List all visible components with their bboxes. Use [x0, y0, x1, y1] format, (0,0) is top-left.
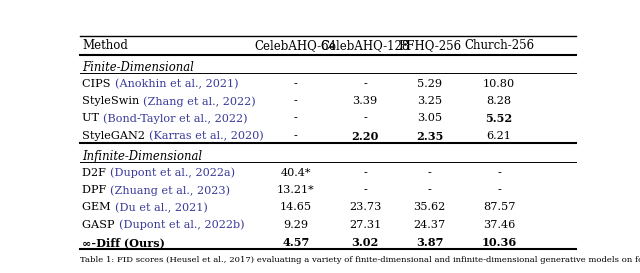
Text: StyleSwin: StyleSwin [83, 96, 143, 106]
Text: Finite-Dimensional: Finite-Dimensional [83, 61, 195, 74]
Text: CelebAHQ-128: CelebAHQ-128 [321, 39, 410, 52]
Text: 3.87: 3.87 [416, 237, 444, 248]
Text: D2F: D2F [83, 168, 110, 178]
Text: -: - [364, 185, 367, 195]
Text: 2.20: 2.20 [351, 131, 379, 142]
Text: (Dupont et al., 2022a): (Dupont et al., 2022a) [110, 168, 235, 179]
Text: (Zhuang et al., 2023): (Zhuang et al., 2023) [110, 185, 230, 196]
Text: 37.46: 37.46 [483, 220, 515, 230]
Text: 24.37: 24.37 [413, 220, 446, 230]
Text: GASP: GASP [83, 220, 118, 230]
Text: 8.28: 8.28 [486, 96, 512, 106]
Text: -: - [497, 185, 501, 195]
Text: 4.57: 4.57 [282, 237, 309, 248]
Text: -: - [294, 96, 298, 106]
Text: 3.05: 3.05 [417, 114, 442, 123]
Text: 10.80: 10.80 [483, 79, 515, 89]
Text: -: - [497, 168, 501, 178]
Text: -: - [428, 168, 431, 178]
Text: FFHQ-256: FFHQ-256 [398, 39, 461, 52]
Text: 5.29: 5.29 [417, 79, 442, 89]
Text: (Du et al., 2021): (Du et al., 2021) [115, 202, 207, 213]
Text: -: - [294, 131, 298, 141]
Text: CIPS: CIPS [83, 79, 115, 89]
Text: 27.31: 27.31 [349, 220, 381, 230]
Text: Infinite-Dimensional: Infinite-Dimensional [83, 150, 203, 163]
Text: -: - [364, 79, 367, 89]
Text: UT: UT [83, 114, 103, 123]
Text: 2.35: 2.35 [416, 131, 444, 142]
Text: 6.21: 6.21 [486, 131, 511, 141]
Text: (Anokhin et al., 2021): (Anokhin et al., 2021) [115, 79, 238, 89]
Text: 35.62: 35.62 [413, 202, 446, 212]
Text: 5.52: 5.52 [486, 114, 513, 124]
Text: 13.21*: 13.21* [277, 185, 315, 195]
Text: -: - [428, 185, 431, 195]
Text: -: - [364, 114, 367, 123]
Text: 3.39: 3.39 [353, 96, 378, 106]
Text: Method: Method [83, 39, 129, 52]
Text: (Zhang et al., 2022): (Zhang et al., 2022) [143, 96, 256, 107]
Text: DPF: DPF [83, 185, 110, 195]
Text: CelebAHQ-64: CelebAHQ-64 [255, 39, 337, 52]
Text: 40.4*: 40.4* [280, 168, 311, 178]
Text: Table 1: FID scores (Heusel et al., 2017) evaluating a variety of finite-dimensi: Table 1: FID scores (Heusel et al., 2017… [80, 256, 640, 264]
Text: 14.65: 14.65 [280, 202, 312, 212]
Text: (Dupont et al., 2022b): (Dupont et al., 2022b) [118, 220, 244, 230]
Text: 23.73: 23.73 [349, 202, 381, 212]
Text: Church-256: Church-256 [464, 39, 534, 52]
Text: (Karras et al., 2020): (Karras et al., 2020) [149, 131, 264, 141]
Text: 9.29: 9.29 [283, 220, 308, 230]
Text: 10.36: 10.36 [481, 237, 516, 248]
Text: 3.02: 3.02 [351, 237, 379, 248]
Text: StyleGAN2: StyleGAN2 [83, 131, 149, 141]
Text: GEM: GEM [83, 202, 115, 212]
Text: 87.57: 87.57 [483, 202, 515, 212]
Text: -: - [294, 114, 298, 123]
Text: -: - [364, 168, 367, 178]
Text: 3.25: 3.25 [417, 96, 442, 106]
Text: -: - [294, 79, 298, 89]
Text: ∞-Diff (Ours): ∞-Diff (Ours) [83, 237, 166, 248]
Text: (Bond-Taylor et al., 2022): (Bond-Taylor et al., 2022) [103, 114, 248, 124]
